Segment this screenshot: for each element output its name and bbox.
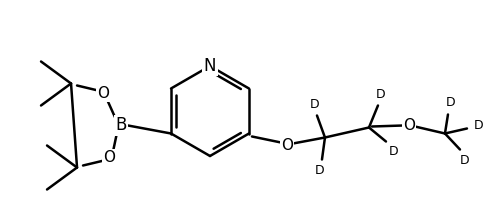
Text: D: D [315,164,325,177]
Text: O: O [281,138,293,153]
Text: D: D [310,98,320,111]
Text: D: D [389,145,399,158]
Text: O: O [103,150,115,165]
Text: B: B [116,116,126,135]
Text: D: D [446,96,456,109]
Text: O: O [403,118,415,133]
Text: N: N [204,57,216,75]
Text: D: D [460,154,470,167]
Text: O: O [97,86,109,101]
Text: D: D [376,88,386,101]
Text: D: D [474,119,484,132]
